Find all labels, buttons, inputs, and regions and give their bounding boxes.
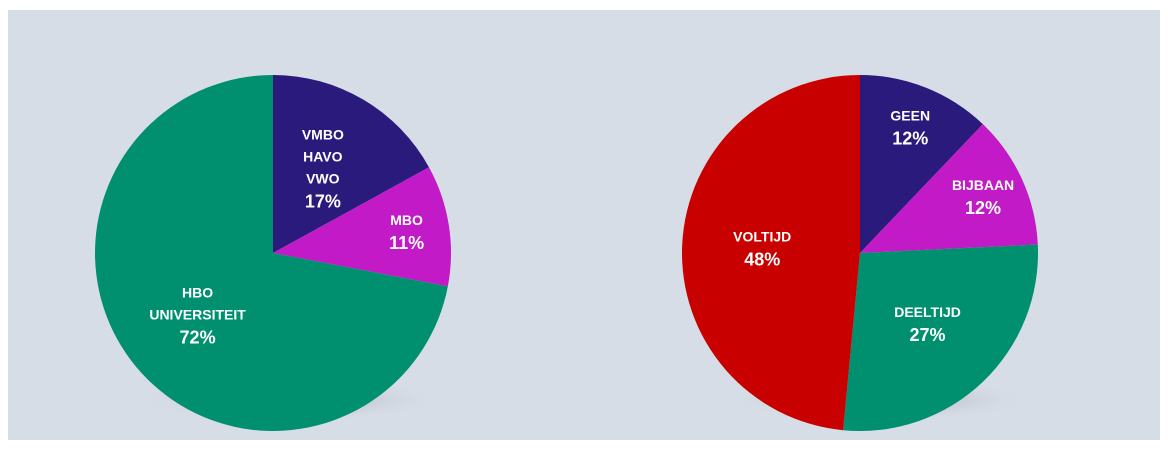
category-label: VMBO [302, 126, 344, 142]
pie-slice [95, 75, 448, 432]
value-label: 48% [744, 249, 780, 269]
slice-label: DEELTIJD 27% [894, 304, 961, 345]
slice-label: VMBO HAVO VWO 17% [302, 126, 344, 211]
value-label: 27% [910, 325, 946, 345]
category-label: HAVO [303, 148, 343, 164]
pie-slice [273, 167, 451, 287]
value-label: 72% [180, 327, 216, 347]
category-label: HBO [182, 284, 213, 300]
pie-slice [860, 124, 1038, 253]
slice-label: HBO UNIVERSITEIT 72% [149, 284, 246, 347]
pie-slice [273, 75, 429, 253]
value-label: 17% [305, 191, 341, 211]
category-label: VOLTIJD [733, 228, 791, 244]
slice-label: BIJBAAN 12% [952, 177, 1014, 218]
pie-slice [860, 75, 983, 253]
slice-label: MBO 11% [389, 212, 424, 253]
value-label: 12% [965, 198, 1001, 218]
category-label: GEEN [890, 107, 930, 123]
category-label: DEELTIJD [894, 304, 961, 320]
category-label: MBO [390, 212, 423, 228]
slice-label: VOLTIJD 48% [733, 228, 791, 269]
slice-label: GEEN 12% [890, 107, 930, 148]
pie-slice [682, 75, 860, 431]
category-label: UNIVERSITEIT [149, 306, 246, 322]
category-label: BIJBAAN [952, 177, 1014, 193]
pie-slice [843, 244, 1038, 431]
category-label: VWO [306, 170, 340, 186]
value-label: 12% [892, 128, 928, 148]
value-label: 11% [389, 233, 424, 253]
